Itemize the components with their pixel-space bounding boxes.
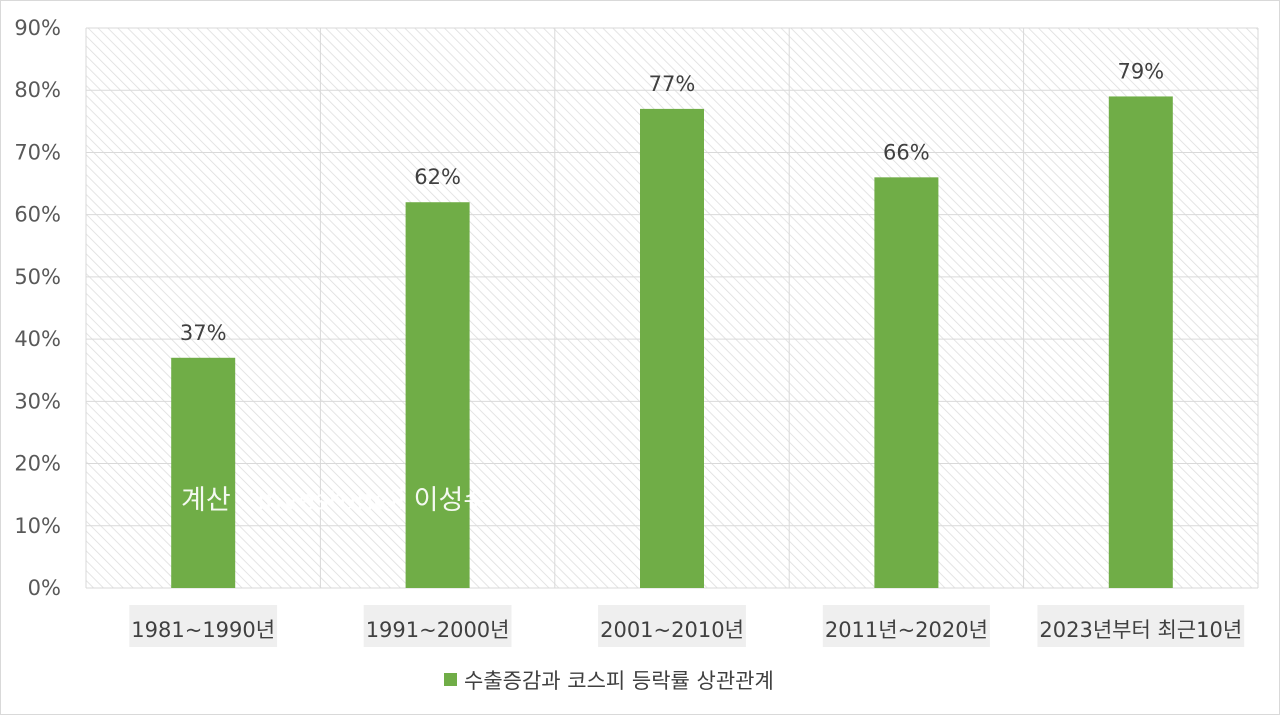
data-label: 79% — [1117, 59, 1164, 83]
bar — [171, 357, 236, 588]
category-label-text: 2023년부터 최근10년 — [1039, 618, 1242, 642]
data-label: 37% — [180, 321, 227, 345]
y-tick-label: 60% — [14, 203, 61, 227]
y-axis: 0% 10% 20% 30% 40% 50% 60% 70% 80% 90% — [14, 16, 61, 600]
data-label: 77% — [649, 72, 696, 96]
data-label: 62% — [414, 165, 461, 189]
legend: 수출증감과 코스피 등락률 상관관계 — [444, 669, 774, 693]
watermark-text: 계산 : Investuneil 이성수 — [181, 485, 488, 516]
data-label: 66% — [883, 140, 930, 164]
y-tick-label: 20% — [14, 452, 61, 476]
category-label-bg — [598, 605, 746, 647]
y-tick-label: 70% — [14, 140, 61, 164]
category-label: 2001~2010년 — [598, 605, 746, 647]
x-axis: 1981~1990년 1991~2000년 2001~2010년 2011년~2020… — [129, 605, 1245, 647]
y-tick-label: 30% — [14, 389, 61, 413]
y-tick-label: 80% — [14, 78, 61, 102]
legend-label: 수출증감과 코스피 등락률 상관관계 — [464, 669, 774, 693]
category-label: 1981~1990년 — [129, 605, 278, 647]
bar — [405, 202, 470, 588]
y-tick-label: 10% — [14, 514, 61, 538]
category-label-bg — [822, 605, 990, 647]
category-label: 2011년~2020년 — [822, 605, 990, 647]
bar — [640, 108, 704, 588]
category-label-text: 2011년~2020년 — [825, 618, 988, 642]
category-label-bg — [1037, 605, 1245, 647]
category-label-text: 1991~2000년 — [366, 618, 510, 642]
bar — [1108, 96, 1173, 588]
category-label: 1991~2000년 — [363, 605, 512, 647]
bar — [874, 177, 939, 589]
y-tick-label: 0% — [28, 576, 61, 600]
legend-swatch — [444, 673, 457, 686]
bars — [171, 96, 1173, 589]
category-label: 2023년부터 최근10년 — [1037, 605, 1245, 647]
data-labels: 37% 62% 77% 66% 79% — [180, 59, 1164, 344]
category-label-text: 1981~1990년 — [131, 618, 275, 642]
category-label-bg — [129, 605, 278, 647]
category-label-bg — [363, 605, 512, 647]
y-tick-label: 40% — [14, 327, 61, 351]
y-tick-label: 90% — [14, 16, 61, 40]
category-label-text: 2001~2010년 — [600, 618, 744, 642]
y-tick-label: 50% — [14, 265, 61, 289]
